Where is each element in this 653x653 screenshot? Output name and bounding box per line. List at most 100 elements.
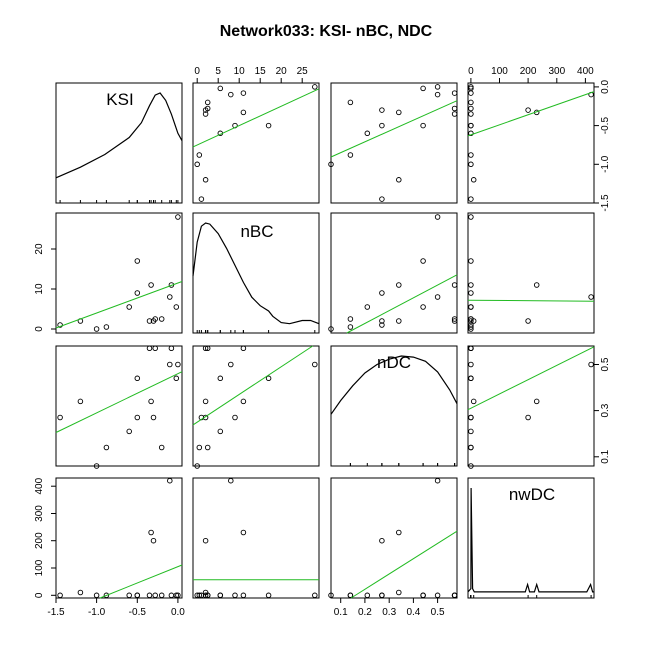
panel-nwdc-vs-ndc-point-11 [347,592,354,599]
x-tick-label-nwdc-0: 0 [468,66,474,77]
panel-nbc-vs-ndc-point-3 [347,324,354,330]
panel-nwdc-vs-ksi-point-12 [167,477,173,484]
panel-nbc-vs-ndc-point-0 [379,322,385,328]
x-tick-label-nbc_top-3: 15 [255,66,267,77]
y-tick-label-ndc-1: 0.3 [600,403,611,417]
panel-nwdc-vs-nbc-point-13 [240,592,247,599]
panel-ksi-vs-ndc-point-9 [379,107,385,113]
panel-ndc-vs-nbc-point-1 [202,398,209,405]
panel-ksi-vs-nwdc-point-9 [525,107,531,113]
x-tick-label-ndc_bottom-4: 0.5 [431,607,445,618]
panel-ndc-vs-nbc-point-8 [240,398,247,405]
panel-ksi-vs-ndc-fit-line [330,100,458,158]
panel-frame-nwdc-ndc [330,477,458,599]
panel-ndc-vs-ksi-point-1 [77,398,84,405]
panel-frame-ndc-ndc [330,345,458,467]
panel-ksi-vs-nwdc-point-11 [468,99,474,106]
panel-ndc-vs-ksi-point-8 [148,398,154,405]
diagonal-label-ndc: nDC [377,353,411,372]
panel-ndc-vs-nwdc-point-14 [468,375,474,382]
y-tick-label-nbc-0: 0 [34,326,45,332]
panel-ndc-vs-nwdc-point-6 [468,414,474,421]
panel-ksi-vs-ndc-point-8 [396,109,402,116]
panel-nbc-vs-nwdc-point-15 [468,214,474,220]
panel-ksi-vs-nbc-point-2 [194,161,200,168]
panel-nwdc-vs-ksi-fit-line [99,564,183,599]
panel-ksi-vs-nwdc-point-3 [468,152,474,158]
panel-ksi-vs-nbc-fit-line [192,88,320,148]
x-tick-label-ksi-0: -1.5 [47,607,65,618]
panel-nwdc-vs-ksi-point-8 [148,529,154,536]
panel-ndc-vs-nbc-point-9 [202,414,209,421]
panel-frame-nwdc-ksi [55,477,183,599]
diagonal-label-ksi: KSI [106,90,133,109]
panel-ndc-vs-ksi-point-2 [93,463,100,469]
panel-nwdc-vs-nbc-point-14 [217,592,224,599]
panel-nbc-vs-ksi-fit-line [55,281,183,329]
x-tick-label-nwdc-2: 200 [520,66,537,77]
panel-nbc-vs-ksi-point-3 [103,324,110,330]
panel-ndc-vs-ksi-point-10 [152,345,158,352]
panel-ksi-vs-nbc-point-8 [240,109,247,116]
panel-ksi-vs-ndc-point-13 [451,90,458,96]
panel-ksi-vs-ndc-point-15 [434,84,441,90]
panel-frame-ksi-nbc [192,82,320,204]
panel-frame-ndc-nbc [192,345,320,467]
panel-nbc-vs-ksi-point-7 [146,318,153,324]
panel-nwdc-vs-ndc-point-2 [328,592,334,599]
panel-frame-nwdc-nbc [192,477,320,599]
panel-frame-ksi-nwdc [467,82,595,204]
panel-nbc-vs-ksi-point-12 [167,294,173,300]
x-tick-label-nbc_top-2: 10 [234,66,246,77]
panel-nbc-vs-ndc-point-1 [396,318,402,324]
x-tick-label-nwdc-1: 100 [491,66,508,77]
panel-nwdc-vs-ksi-point-10 [152,592,158,599]
x-tick-label-ndc_bottom-0: 0.1 [334,607,348,618]
x-tick-label-nwdc-3: 300 [548,66,565,77]
panel-nwdc-vs-ndc-point-1 [396,589,402,596]
panel-ksi-vs-nwdc-point-0 [468,196,474,202]
panel-nwdc-vs-ndc-point-13 [451,592,458,599]
panel-ndc-vs-ksi-point-5 [134,375,141,382]
y-tick-label-nwdc-2: 200 [34,532,45,549]
panel-ndc-vs-nwdc-point-13 [468,345,474,352]
panel-nbc-vs-ndc-point-2 [328,326,334,332]
panel-nbc-vs-ksi-point-8 [148,282,154,288]
panel-ndc-vs-nbc-point-15 [312,361,318,368]
x-tick-label-nbc_top-1: 5 [215,66,221,77]
panel-nbc-vs-nwdc-point-14 [468,304,474,310]
panel-ksi-vs-nwdc-point-15 [468,84,474,90]
panel-frame-nwdc-nwdc [467,477,595,599]
panel-nbc-vs-nwdc-point-7 [468,318,474,324]
panel-nwdc-vs-nbc-point-7 [202,592,209,599]
panel-ndc-vs-ksi-point-15 [175,361,181,368]
panel-ndc-vs-ksi-point-0 [57,414,63,421]
panel-ndc-vs-ksi-point-13 [168,345,175,352]
panel-nbc-vs-ksi-point-14 [173,304,180,310]
panel-ndc-vs-nwdc-point-4 [468,428,474,435]
panel-ndc-vs-nbc-point-11 [204,444,211,451]
panel-nbc-vs-nwdc-fit-line [467,299,595,302]
panel-nbc-vs-ndc-point-5 [420,258,426,264]
panel-nwdc-vs-ksi-point-15 [175,592,181,599]
y-tick-label-nbc-1: 10 [34,283,45,295]
panel-nbc-vs-ksi-point-15 [175,214,181,220]
panel-ksi-vs-nbc-point-12 [228,91,234,98]
panel-nwdc-vs-nbc-point-11 [204,592,211,599]
panel-ndc-vs-nwdc-fit-line [467,346,595,411]
panel-ksi-vs-ndc-point-5 [420,122,426,129]
y-tick-label-ndc-2: 0.5 [600,357,611,371]
panel-frame-ksi-ndc [330,82,458,204]
panel-ndc-vs-nwdc-point-1 [470,398,477,405]
panel-nwdc-vs-ksi-point-4 [126,592,132,599]
panel-ndc-vs-nbc-point-14 [217,375,224,382]
panel-nwdc-vs-ndc-point-14 [420,592,426,599]
panel-nwdc-vs-ksi-point-7 [146,592,153,599]
panel-ndc-vs-ksi-point-14 [173,375,180,382]
panel-nwdc-vs-ndc-point-9 [379,537,385,544]
x-tick-label-ndc_bottom-2: 0.3 [382,607,396,618]
diagonal-label-nwdc: nwDC [509,485,555,504]
panel-nwdc-vs-nbc-point-15 [312,592,318,599]
